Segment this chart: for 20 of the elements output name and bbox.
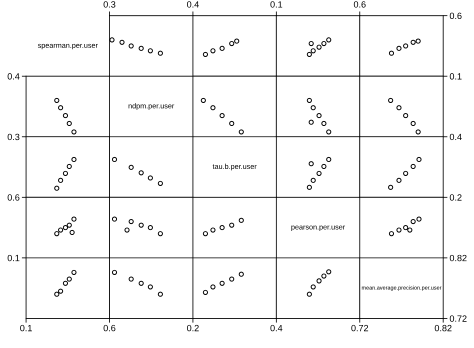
y-tick-label: 0.72 [450, 315, 467, 322]
y-tick-label: 0.1 [450, 73, 462, 80]
x-tick-label: 0.2 [186, 324, 199, 332]
y-tick-label: 0.4 [8, 73, 20, 80]
x-tick-label: 0.1 [20, 324, 32, 332]
y-tick-label: 0.6 [450, 12, 462, 20]
x-tick-label: 0.72 [351, 324, 368, 332]
x-tick-label: 0.6 [354, 1, 366, 8]
y-tick-label: 0.4 [450, 134, 462, 140]
x-tick-label: 0.3 [104, 1, 116, 8]
y-tick-label: 0.1 [8, 254, 20, 262]
x-tick-label: 0.4 [186, 1, 199, 8]
y-tick-label: 0.3 [8, 134, 20, 140]
y-tick-label: 0.82 [450, 254, 467, 262]
x-tick-label: 0.4 [270, 324, 282, 332]
x-tick-label: 0.6 [104, 324, 116, 332]
y-tick-label: 0.2 [450, 194, 462, 201]
x-tick-label: 0.82 [434, 324, 452, 332]
y-tick-label: 0.6 [8, 194, 20, 201]
x-tick-label: 0.1 [270, 1, 282, 8]
